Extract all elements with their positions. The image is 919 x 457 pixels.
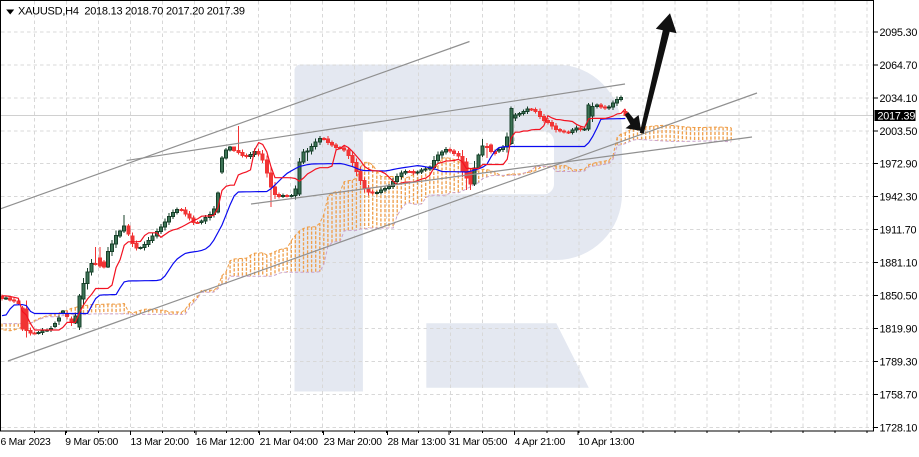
svg-text:1942.30: 1942.30 [880,192,918,204]
svg-text:2095.30: 2095.30 [880,27,918,39]
svg-text:13 Mar 20:00: 13 Mar 20:00 [131,437,190,448]
svg-text:2064.70: 2064.70 [880,60,918,72]
svg-text:6 Mar 2023: 6 Mar 2023 [1,437,52,448]
svg-text:28 Mar 13:00: 28 Mar 13:00 [388,437,447,448]
svg-text:2017.39: 2017.39 [878,111,916,123]
svg-text:31 Mar 05:00: 31 Mar 05:00 [449,437,508,448]
svg-text:1881.10: 1881.10 [880,258,918,270]
svg-text:23 Mar 20:00: 23 Mar 20:00 [324,437,383,448]
svg-text:1972.90: 1972.90 [880,159,918,171]
svg-text:16 Mar 12:00: 16 Mar 12:00 [196,437,255,448]
svg-text:XAUUSD,H4 2018.13 2018.70 201: XAUUSD,H4 2018.13 2018.70 2017.20 2017.3… [18,6,245,18]
svg-text:2003.50: 2003.50 [880,126,918,138]
svg-text:21 Mar 04:00: 21 Mar 04:00 [260,437,319,448]
svg-text:1728.10: 1728.10 [880,422,918,434]
svg-text:4 Apr 21:00: 4 Apr 21:00 [515,437,566,448]
svg-text:10 Apr 13:00: 10 Apr 13:00 [578,437,634,448]
svg-text:2034.10: 2034.10 [880,93,918,105]
svg-text:1911.70: 1911.70 [880,225,917,237]
svg-text:1850.50: 1850.50 [880,291,918,303]
svg-text:1789.30: 1789.30 [880,357,918,369]
svg-text:1758.70: 1758.70 [880,390,918,402]
svg-text:9 Mar 05:00: 9 Mar 05:00 [65,437,118,448]
svg-text:1819.90: 1819.90 [880,324,918,336]
